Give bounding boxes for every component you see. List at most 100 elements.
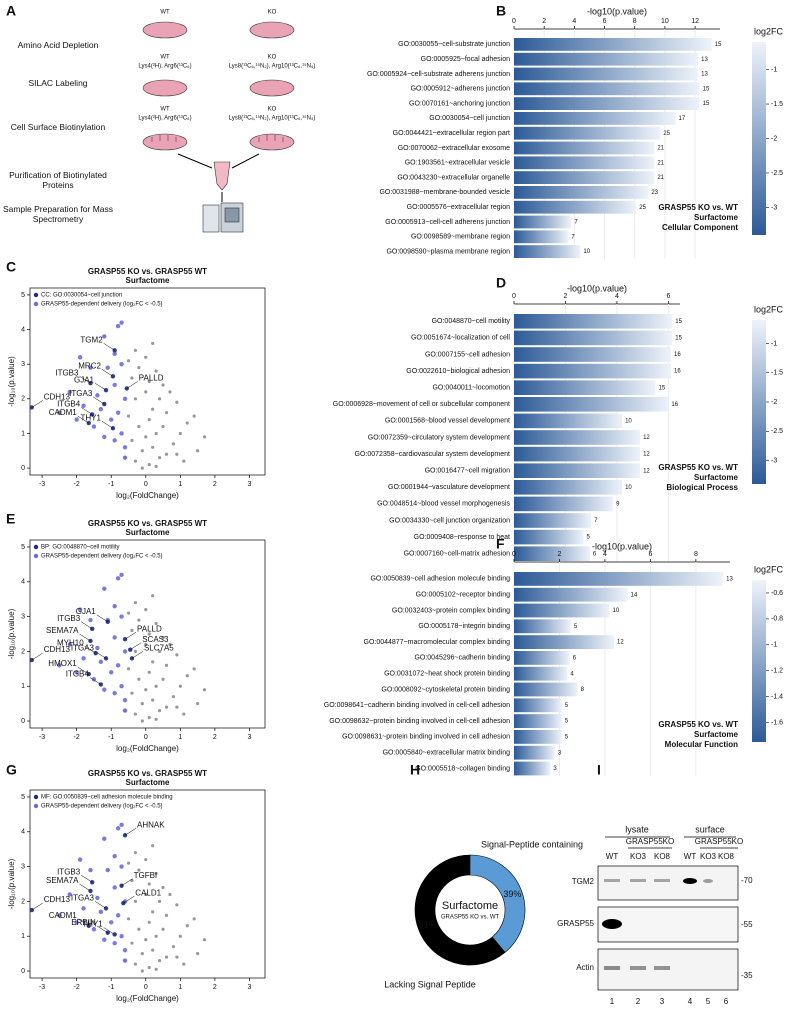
panel-letter: A	[6, 3, 16, 19]
data-point	[57, 913, 62, 918]
legend-label: GRASP55-dependent delivery (log₂FC < -0.…	[41, 804, 163, 810]
leader-line	[124, 632, 137, 640]
y-tick-label: 4	[21, 829, 25, 836]
data-point	[144, 642, 148, 647]
point-label: ITGB4	[66, 670, 90, 679]
count-label: 25	[663, 131, 670, 137]
category-label: Lacking Signal Peptide	[384, 979, 476, 989]
bar	[514, 380, 656, 395]
count-label: 5	[565, 719, 569, 725]
count-label: 5	[565, 703, 569, 709]
data-point	[175, 400, 179, 404]
instrument-window	[224, 207, 240, 223]
bar	[514, 546, 590, 561]
lane-number: 4	[688, 997, 693, 1006]
data-point	[147, 670, 151, 674]
subgroup-label: GRASP55KO	[626, 837, 674, 846]
plot-frame	[29, 789, 266, 979]
y-tick-label: 5	[21, 794, 25, 801]
data-point	[140, 702, 144, 706]
data-point	[137, 868, 141, 872]
point-label: HMOX1	[48, 659, 77, 668]
category-label: GO:0044877~macromolecular complex bindin…	[364, 639, 511, 646]
point-label: CADM1	[49, 408, 78, 417]
data-point	[122, 708, 128, 713]
y-tick-label: 3	[21, 613, 25, 620]
data-point	[88, 365, 93, 370]
point-label: ITGA3	[69, 389, 93, 398]
panel-letter: E	[6, 511, 15, 527]
data-point	[154, 967, 158, 971]
x-tick-label: 3	[247, 481, 251, 488]
count-label: 25	[639, 205, 646, 211]
data-point	[178, 431, 182, 436]
annotation: Surfactome	[694, 213, 739, 222]
point-label: TGM2	[80, 335, 103, 344]
data-point	[130, 438, 134, 442]
count-label: 6	[573, 655, 577, 661]
category-label: GO:0032403~protein complex binding	[392, 607, 510, 614]
category-label: GO:0098632~protein binding involved in c…	[329, 718, 510, 725]
point-label: PALLD	[137, 624, 162, 633]
data-point	[122, 958, 128, 963]
count-label: 21	[657, 160, 664, 166]
point-label: SCAS3	[142, 635, 169, 644]
data-point	[202, 435, 207, 439]
band	[630, 966, 646, 970]
data-point	[98, 909, 104, 915]
x-tick-label: 2	[542, 18, 546, 25]
bar	[514, 97, 700, 110]
data-point	[112, 932, 117, 937]
point-label: ITGB3	[57, 614, 81, 623]
protein-label: GRASP55	[557, 919, 594, 928]
leader-line	[94, 382, 107, 391]
category-label: GO:0034330~cell junction organization	[389, 517, 510, 524]
leader-line	[130, 642, 142, 650]
legend-marker	[33, 301, 39, 307]
x-tick-label: -1	[108, 734, 114, 741]
data-point	[109, 417, 114, 422]
data-point	[202, 688, 207, 692]
colorbar-tick-label: -1	[771, 66, 777, 73]
x-tick-label: 2	[564, 293, 568, 300]
data-point	[119, 361, 124, 367]
category-label: GO:0006928~movement of cell or subcellul…	[333, 401, 510, 408]
leader-line	[31, 902, 43, 911]
colorbar-tick-label: -3	[771, 457, 777, 464]
band	[630, 879, 646, 882]
data-point	[144, 608, 148, 612]
data-point	[147, 417, 151, 422]
y-tick-label: 1	[21, 933, 25, 940]
point-label: CDH13	[44, 895, 71, 904]
data-point	[102, 586, 107, 591]
data-point	[140, 719, 144, 723]
bar	[514, 82, 700, 96]
count-label: 15	[675, 335, 682, 341]
data-point	[147, 965, 151, 970]
data-point	[157, 958, 162, 963]
western-blot	[597, 836, 739, 991]
step-label: Amino Acid Depletion	[18, 40, 99, 50]
category-label: GO:0030054~cell junction	[429, 115, 510, 122]
category-label: Signal-Peptide containing	[481, 839, 583, 849]
annotation: Biological Process	[666, 483, 738, 492]
data-point	[144, 435, 148, 439]
category-label: GO:0070062~extracellular exosome	[398, 145, 510, 152]
data-point	[57, 410, 62, 415]
colorbar-tick-label: -2	[771, 135, 777, 142]
lane-number: 3	[660, 997, 665, 1006]
count-label: 23	[651, 190, 658, 196]
data-point	[102, 937, 107, 942]
category-label: GO:0007155~cell adhesion	[425, 351, 510, 358]
x-tick-label: 10	[661, 18, 669, 25]
bar	[514, 666, 568, 681]
lane-label: KO8	[654, 852, 671, 861]
y-tick-label: 2	[21, 396, 25, 403]
count-label: 16	[674, 369, 681, 375]
dish	[249, 133, 295, 151]
colorbar-tick-label: -1	[771, 642, 777, 649]
data-point	[164, 452, 169, 456]
y-tick-label: 0	[21, 465, 25, 472]
bar	[514, 171, 655, 184]
data-point	[126, 861, 131, 865]
